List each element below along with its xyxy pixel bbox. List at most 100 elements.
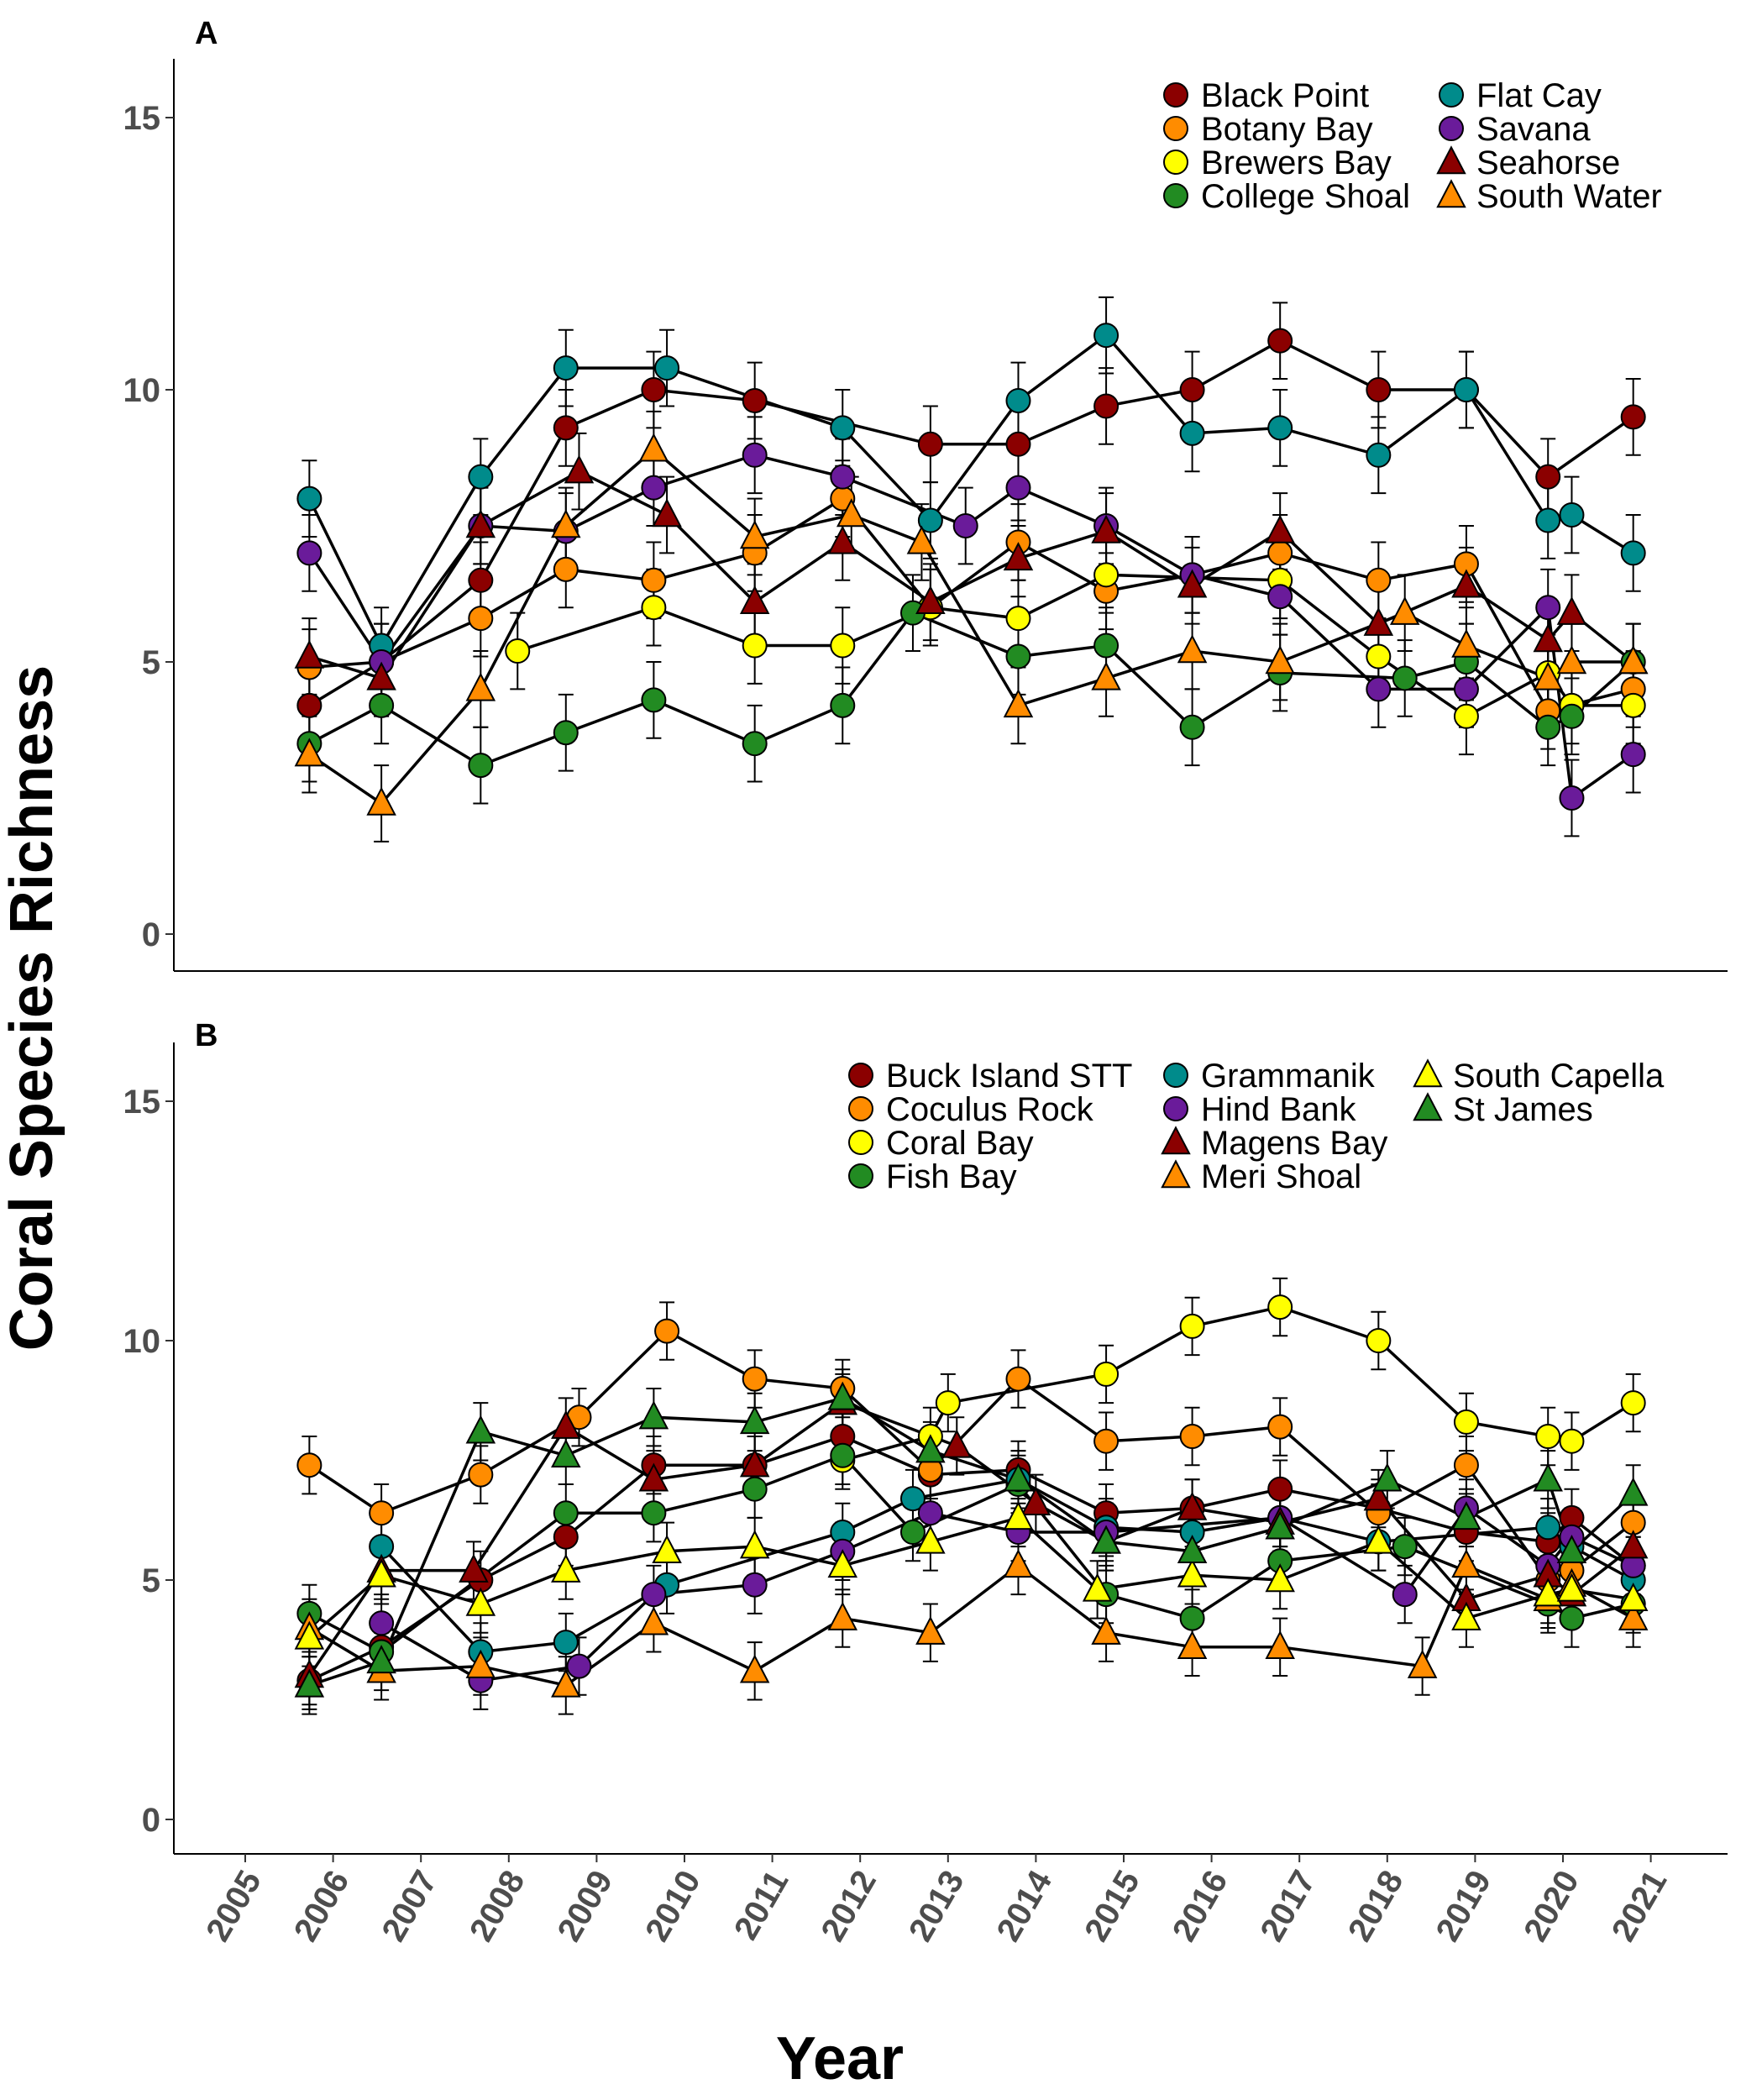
point-south-water xyxy=(1556,645,1587,675)
x-tick-label: 2019 xyxy=(1429,1865,1499,1948)
point-south-water xyxy=(836,498,867,528)
y-tick-label: 10 xyxy=(123,1323,161,1360)
point-hind-bank xyxy=(641,1582,667,1608)
point-college-shoal xyxy=(742,731,768,757)
panel-label: B xyxy=(195,1018,218,1053)
point-st-james xyxy=(1177,1534,1208,1564)
legend-item-buck-island-stt: Buck Island STT xyxy=(848,1058,1132,1095)
point-south-water xyxy=(1389,596,1420,625)
point-south-capella xyxy=(1618,1582,1649,1612)
point-flat-cay xyxy=(1535,507,1561,533)
point-south-water xyxy=(1451,628,1481,658)
point-south-water xyxy=(1177,634,1208,664)
legend-label: College Shoal xyxy=(1201,178,1410,215)
point-hind-bank xyxy=(917,1500,943,1526)
legend-label: Grammanik xyxy=(1201,1058,1376,1095)
legend-label: Hind Bank xyxy=(1201,1091,1357,1128)
point-college-shoal xyxy=(1005,643,1031,669)
legend-marker xyxy=(1413,1058,1443,1088)
point-college-shoal xyxy=(468,753,494,779)
legend-label: South Water xyxy=(1476,178,1662,215)
point-botany-bay xyxy=(641,567,667,593)
legend-marker xyxy=(1436,179,1466,208)
x-tick-label: 2021 xyxy=(1605,1865,1675,1948)
point-coral-bay xyxy=(1620,1390,1646,1416)
point-college-shoal xyxy=(1392,665,1418,691)
point-st-james xyxy=(1451,1501,1481,1530)
series-line-flat-cay xyxy=(307,333,1634,649)
point-coral-bay xyxy=(1093,1361,1120,1387)
point-coculus-rock xyxy=(369,1500,395,1526)
legend-item-meri-shoal: Meri Shoal xyxy=(1161,1158,1361,1195)
point-seahorse xyxy=(1556,596,1587,625)
point-fish-bay xyxy=(553,1500,579,1526)
point-fish-bay xyxy=(1559,1605,1585,1631)
point-south-capella xyxy=(465,1587,496,1616)
point-st-james xyxy=(366,1645,396,1674)
legend-label: Coral Bay xyxy=(886,1125,1034,1162)
point-south-capella xyxy=(366,1558,396,1588)
point-fish-bay xyxy=(899,1520,926,1545)
point-south-water xyxy=(1091,661,1121,690)
point-black-point xyxy=(742,387,768,413)
point-meri-shoal xyxy=(1177,1630,1208,1660)
point-meri-shoal xyxy=(1451,1549,1481,1578)
point-st-james xyxy=(465,1415,496,1444)
point-grammanik xyxy=(1535,1515,1561,1541)
legend-marker xyxy=(1439,82,1464,108)
point-black-point xyxy=(1267,328,1293,354)
point-south-water xyxy=(1533,661,1563,690)
point-flat-cay xyxy=(296,486,323,512)
point-south-capella xyxy=(1082,1572,1113,1602)
point-brewers-bay xyxy=(1005,606,1031,632)
legend-item-fish-bay: Fish Bay xyxy=(848,1158,1017,1195)
point-st-james xyxy=(1091,1525,1121,1554)
point-st-james xyxy=(1618,1477,1649,1506)
y-tick-label: 10 xyxy=(123,372,161,409)
point-buck-island-stt xyxy=(553,1524,579,1550)
point-st-james xyxy=(739,1405,770,1435)
point-st-james xyxy=(827,1381,858,1410)
point-south-capella xyxy=(1363,1525,1394,1554)
point-savana xyxy=(296,540,323,566)
point-black-point xyxy=(1005,431,1031,457)
point-savana xyxy=(830,464,856,490)
legend-marker xyxy=(1161,1159,1191,1189)
x-tick-label: 2007 xyxy=(375,1865,444,1948)
point-grammanik xyxy=(553,1630,579,1656)
point-brewers-bay xyxy=(1093,562,1120,588)
legend-label: Fish Bay xyxy=(886,1158,1017,1195)
legend-marker xyxy=(848,1130,873,1155)
point-coral-bay xyxy=(1559,1428,1585,1454)
point-black-point xyxy=(641,377,667,402)
series-line-meri-shoal xyxy=(308,1563,1634,1688)
point-botany-bay xyxy=(1366,567,1392,593)
point-magens-bay xyxy=(1177,1491,1208,1520)
point-meri-shoal xyxy=(465,1649,496,1678)
series-line-st-james xyxy=(308,1396,1634,1688)
point-st-james xyxy=(294,1668,325,1698)
x-tick-label: 2010 xyxy=(638,1865,708,1948)
point-coculus-rock xyxy=(1005,1366,1031,1392)
point-savana xyxy=(1005,475,1031,501)
legend-marker xyxy=(1163,116,1188,141)
point-seahorse xyxy=(294,639,325,669)
legend-marker xyxy=(1163,1096,1188,1121)
point-magens-bay xyxy=(1618,1530,1649,1559)
point-coral-bay xyxy=(1366,1328,1392,1353)
point-coculus-rock xyxy=(1179,1424,1205,1449)
point-seahorse xyxy=(739,585,770,614)
legend-marker xyxy=(1161,1126,1191,1155)
x-tick-label: 2005 xyxy=(199,1865,269,1948)
point-black-point xyxy=(1366,377,1392,402)
y-tick-label: 15 xyxy=(123,100,161,137)
y-tick-label: 15 xyxy=(123,1084,161,1121)
x-tick-label: 2014 xyxy=(990,1864,1060,1948)
legend-item-flat-cay: Flat Cay xyxy=(1439,77,1602,114)
point-hind-bank xyxy=(369,1610,395,1636)
point-magens-bay xyxy=(739,1448,770,1478)
point-south-water xyxy=(294,738,325,767)
point-seahorse xyxy=(1003,542,1034,571)
legend-item-hind-bank: Hind Bank xyxy=(1163,1091,1357,1128)
